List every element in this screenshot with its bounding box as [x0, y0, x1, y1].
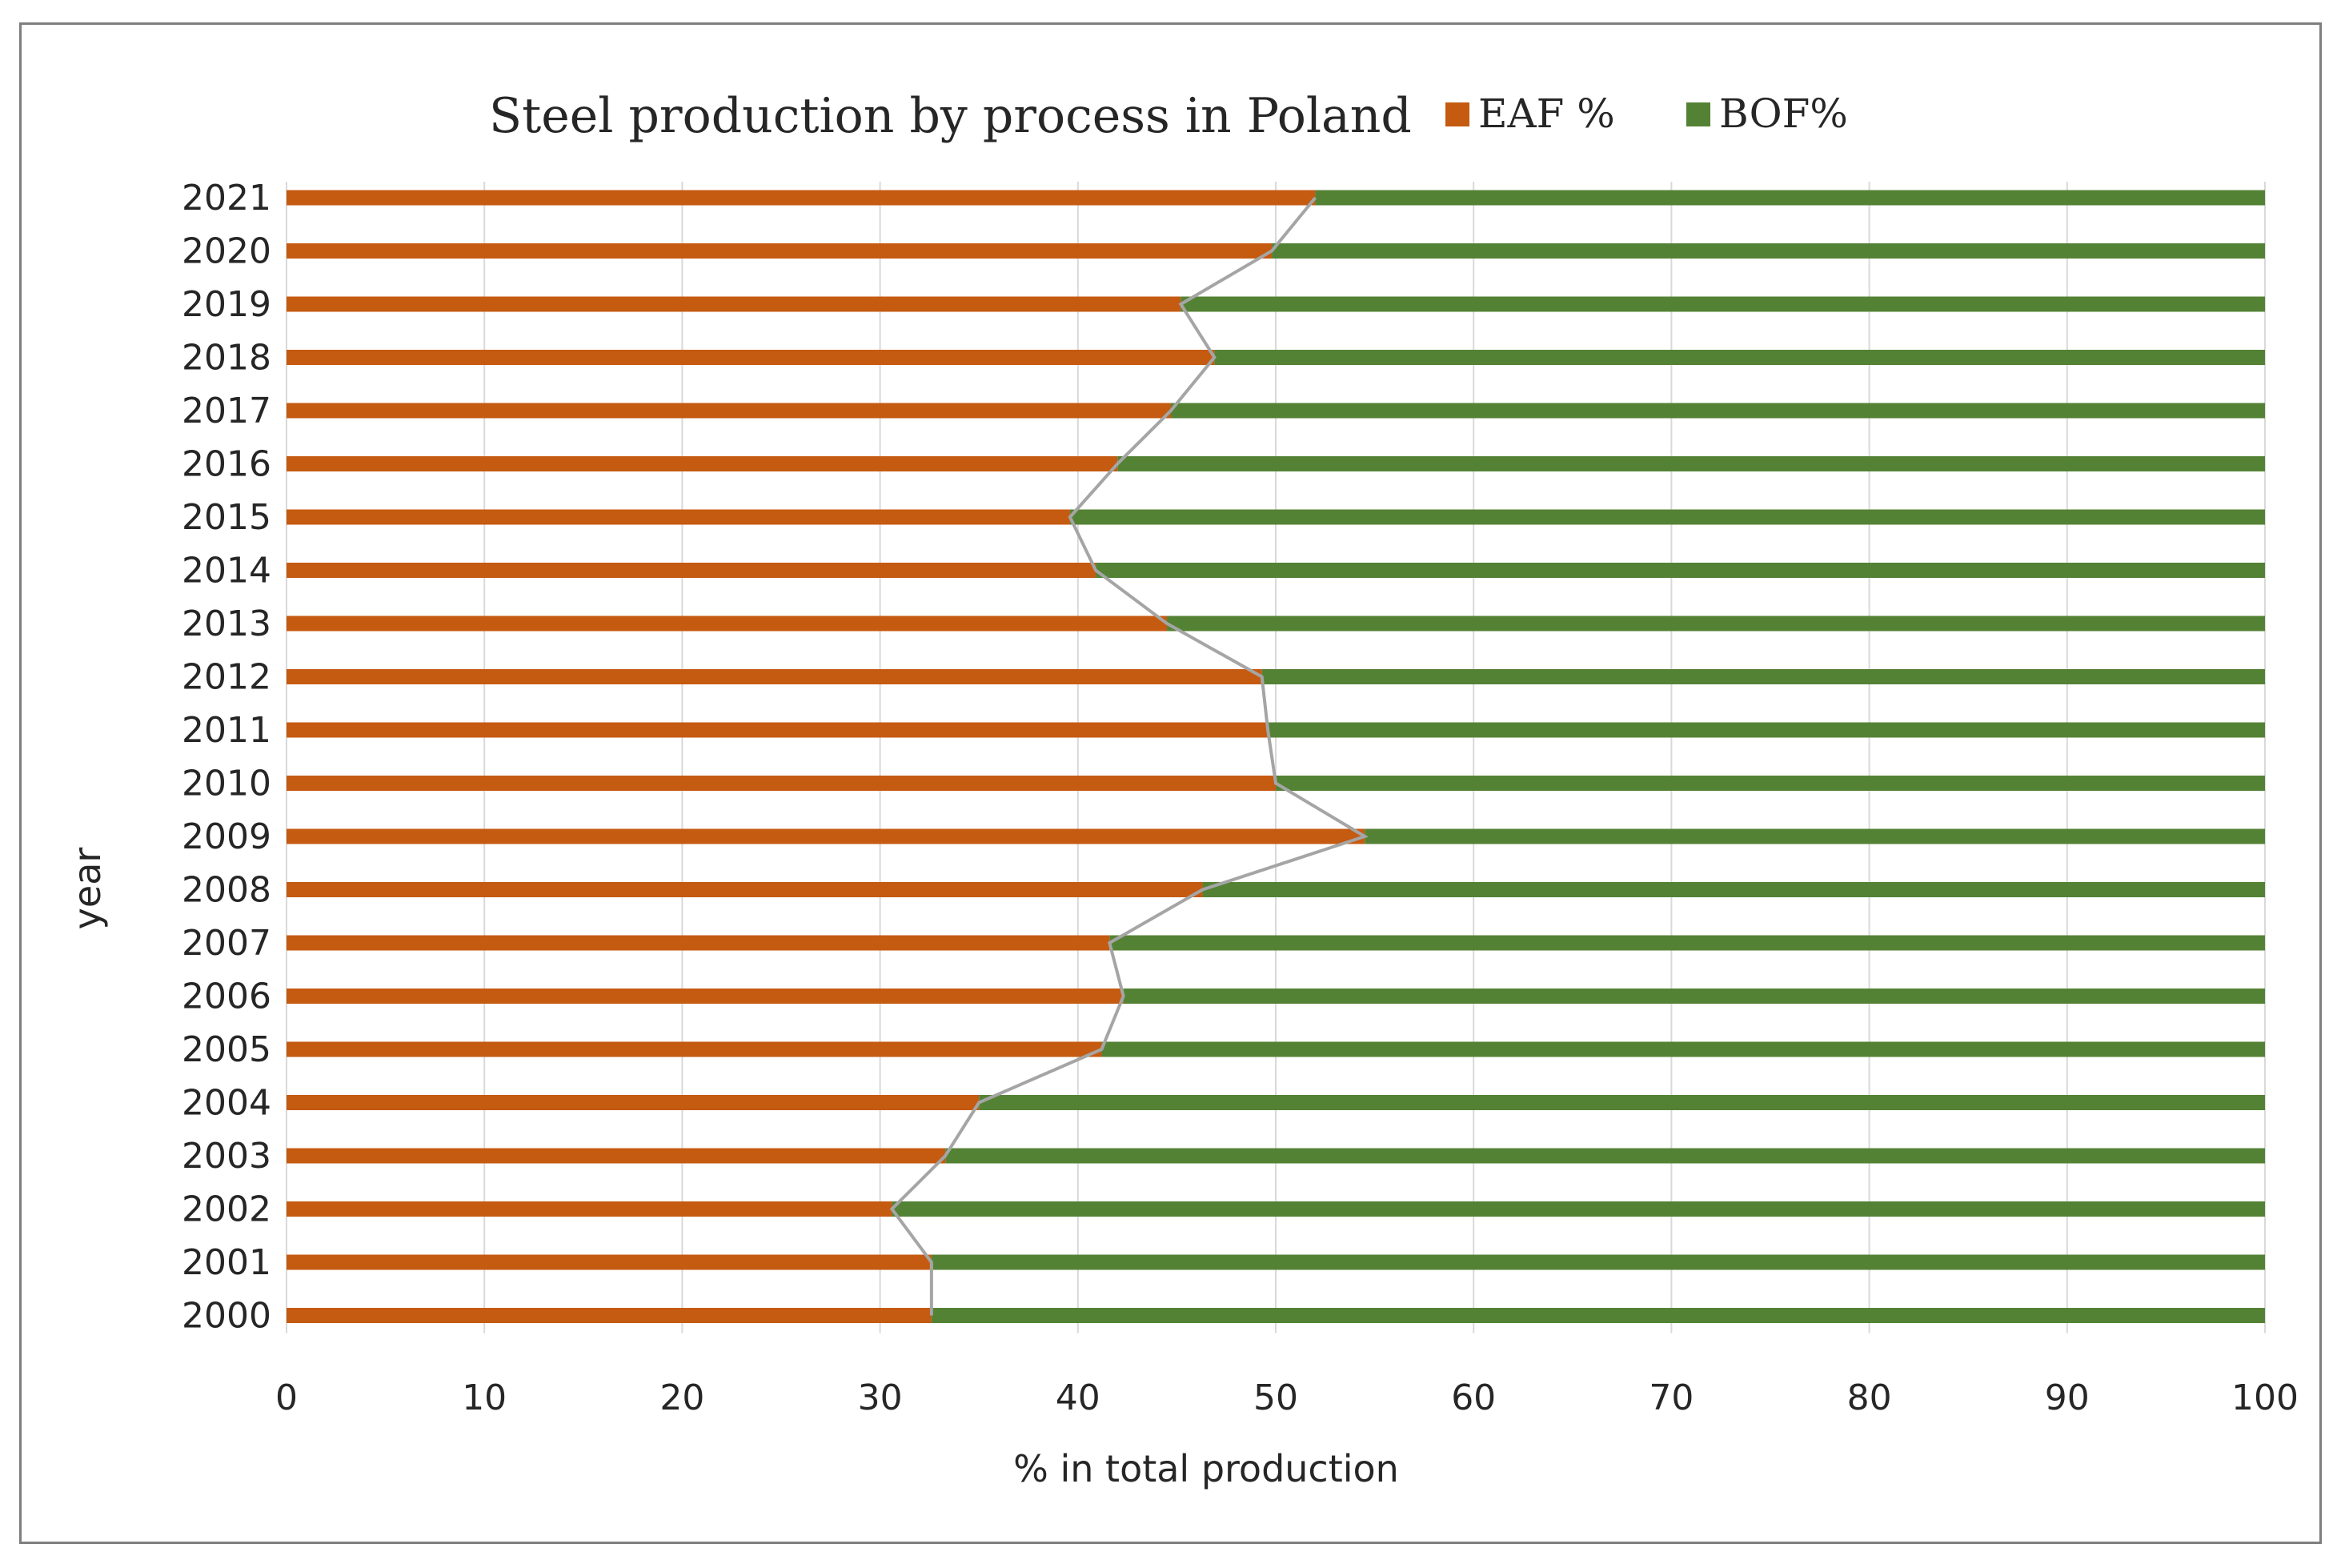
x-tick-label: 70	[1649, 1378, 1694, 1418]
eaf-bar-2000	[287, 1308, 932, 1323]
x-tick-labels: 0 10 20 30 40 50 60 70 80 90 100	[275, 1378, 2299, 1418]
bof-bar-2003	[945, 1148, 2265, 1164]
bof-bar-2013	[1167, 616, 2265, 632]
bof-bar-2015	[1069, 509, 2265, 525]
eaf-bar-2020	[287, 243, 1273, 259]
x-tick-label: 90	[2045, 1378, 2090, 1418]
eaf-bar-2002	[287, 1201, 892, 1217]
chart: 2021 2020 2019 2018 2017 2016 2015 2014 2013 2012…	[66, 88, 2299, 1490]
legend-label-bof: BOF%	[1719, 90, 1848, 137]
bof-bar-2009	[1365, 828, 2265, 844]
eaf-bar-2006	[287, 989, 1124, 1004]
bof-bar-2007	[1109, 935, 2265, 951]
y-tick-label: 2002	[182, 1189, 271, 1230]
eaf-bar-2009	[287, 828, 1365, 844]
y-tick-label: 2010	[182, 764, 271, 804]
y-tick-label: 2018	[182, 338, 271, 379]
y-tick-label: 2008	[182, 870, 271, 911]
x-tick-label: 30	[858, 1378, 903, 1418]
chart-frame: 2021 2020 2019 2018 2017 2016 2015 2014 2013 2012…	[19, 22, 2322, 1544]
x-tick-label: 60	[1451, 1378, 1496, 1418]
gridlines	[286, 182, 2266, 1333]
x-tick-label: 10	[462, 1378, 507, 1418]
bof-bar-2016	[1117, 456, 2265, 471]
x-tick-label: 100	[2231, 1378, 2299, 1418]
x-tick-label: 80	[1847, 1378, 1892, 1418]
eaf-bar-2004	[287, 1095, 980, 1110]
legend-swatch-bof	[1686, 102, 1710, 126]
eaf-bar-2021	[287, 190, 1316, 206]
chart-title: Steel production by process in Poland	[489, 88, 1412, 144]
y-tick-label: 2020	[182, 231, 271, 272]
y-tick-label: 2015	[182, 497, 271, 538]
y-tick-label: 2006	[182, 976, 271, 1017]
y-tick-label: 2014	[182, 551, 271, 592]
y-tick-label: 2012	[182, 657, 271, 698]
eaf-bar-2014	[287, 563, 1096, 578]
bof-bar-2014	[1096, 563, 2265, 578]
bof-bar-2021	[1315, 190, 2265, 206]
x-tick-label: 20	[659, 1378, 704, 1418]
y-tick-label: 2013	[182, 604, 271, 644]
legend-label-eaf: EAF %	[1478, 90, 1615, 137]
y-tick-label: 2019	[182, 284, 271, 325]
y-tick-label: 2001	[182, 1242, 271, 1283]
x-tick-label: 0	[275, 1378, 298, 1418]
y-tick-label: 2007	[182, 923, 271, 964]
bof-bar-2004	[979, 1095, 2265, 1110]
y-tick-labels: 2021 2020 2019 2018 2017 2016 2015 2014 2013 2012…	[182, 178, 271, 1337]
eaf-bar-2015	[287, 509, 1070, 525]
y-tick-label: 2000	[182, 1296, 271, 1337]
y-axis-label: year	[66, 848, 109, 930]
eaf-bar-2017	[287, 403, 1171, 419]
bof-bar-2008	[1202, 882, 2265, 897]
eaf-bar-2008	[287, 882, 1203, 897]
bof-bar-2018	[1214, 350, 2265, 365]
eaf-bar-2012	[287, 669, 1262, 684]
bof-bar-2005	[1101, 1041, 2265, 1057]
y-tick-label: 2017	[182, 391, 271, 431]
legend-swatch-eaf	[1445, 102, 1469, 126]
x-axis-label: % in total production	[1013, 1447, 1399, 1490]
y-tick-label: 2004	[182, 1083, 271, 1124]
eaf-bar-2001	[287, 1254, 932, 1270]
eaf-bar-2013	[287, 616, 1168, 632]
eaf-bar-2018	[287, 350, 1215, 365]
eaf-series-line	[889, 196, 1369, 1316]
y-tick-label: 2003	[182, 1136, 271, 1177]
eaf-bar-2003	[287, 1148, 946, 1164]
eaf-bar-2019	[287, 296, 1181, 312]
bof-bar-2020	[1272, 243, 2265, 259]
bof-bar-2002	[892, 1201, 2265, 1217]
eaf-bar-2016	[287, 456, 1118, 471]
y-tick-label: 2011	[182, 710, 271, 751]
eaf-bar-2007	[287, 935, 1110, 951]
y-tick-label: 2009	[182, 816, 271, 857]
x-tick-label: 40	[1056, 1378, 1100, 1418]
eaf-bar-2005	[287, 1041, 1102, 1057]
bof-bar-2019	[1181, 296, 2265, 312]
eaf-bar-2011	[287, 722, 1269, 738]
bof-bar-2017	[1170, 403, 2265, 419]
bof-bar-2006	[1123, 989, 2265, 1004]
bof-bar-2000	[931, 1308, 2265, 1323]
bof-bar-2010	[1276, 776, 2265, 791]
eaf-bar-2010	[287, 776, 1276, 791]
y-tick-label: 2021	[182, 178, 271, 219]
y-tick-label: 2005	[182, 1029, 271, 1070]
x-tick-label: 50	[1253, 1378, 1298, 1418]
bof-bar-2012	[1261, 669, 2265, 684]
y-tick-label: 2016	[182, 444, 271, 485]
bars	[287, 190, 2265, 1323]
bof-bar-2011	[1268, 722, 2265, 738]
bof-bar-2001	[931, 1254, 2265, 1270]
